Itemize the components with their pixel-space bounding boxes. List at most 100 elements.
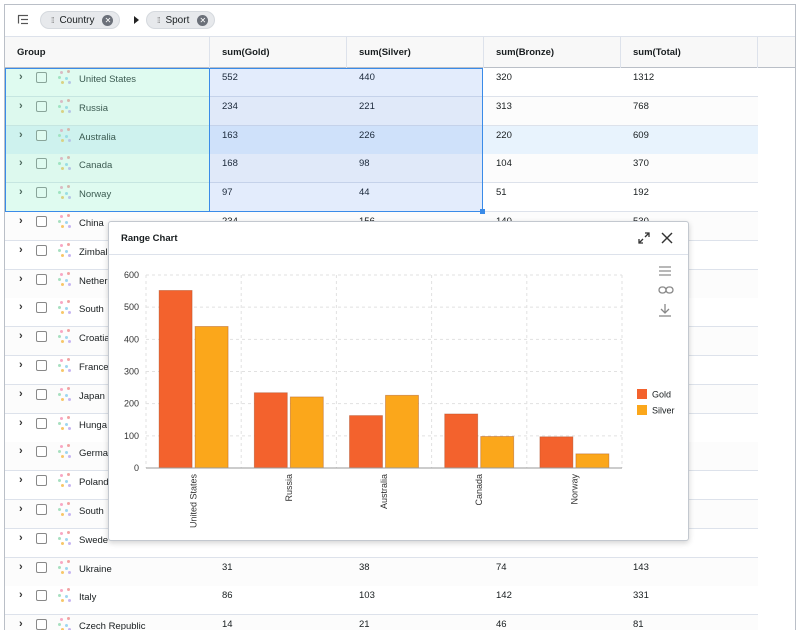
cell-bronze[interactable]: 142 [496,590,512,602]
cell-gold[interactable]: 86 [222,590,233,602]
chevron-right-icon[interactable]: › [19,560,23,573]
cell-silver[interactable]: 103 [359,590,375,602]
row-drag-icon[interactable] [58,70,72,84]
legend-swatch-silver[interactable] [637,405,647,415]
row-checkbox[interactable] [36,72,47,83]
cell-total[interactable]: 370 [633,158,649,170]
header-silver[interactable]: sum(Silver) [347,37,484,68]
chevron-right-icon[interactable]: › [19,589,23,602]
chevron-right-icon[interactable]: › [19,531,23,544]
row-drag-icon[interactable] [58,127,72,142]
cell-country[interactable]: Canada [79,160,113,172]
group-pill-sport[interactable]: ⁞⁞ Sport ✕ [146,11,216,29]
table-row[interactable]: › Australia 163 226 220 609 [5,125,758,155]
row-drag-icon[interactable] [58,530,72,545]
chevron-right-icon[interactable]: › [19,618,23,630]
row-drag-icon[interactable] [58,502,72,516]
cell-gold[interactable]: 168 [222,158,238,170]
cell-country[interactable]: China [79,218,104,229]
cell-silver[interactable]: 221 [359,100,375,112]
row-drag-icon[interactable] [58,473,72,488]
cell-bronze[interactable]: 74 [496,561,507,573]
cell-bronze[interactable]: 46 [496,619,507,630]
row-checkbox[interactable] [36,244,47,256]
row-drag-icon[interactable] [58,300,72,315]
row-checkbox[interactable] [36,475,47,487]
cell-country[interactable]: South [79,304,104,316]
row-checkbox[interactable] [36,360,47,371]
bar-gold[interactable] [444,413,479,469]
remove-group-icon[interactable]: ✕ [102,14,114,26]
header-total[interactable]: sum(Total) [621,37,758,68]
cell-gold[interactable]: 552 [222,72,238,83]
drag-handle-icon[interactable]: ⁞⁞ [157,15,161,25]
cell-silver[interactable]: 440 [359,72,375,83]
chevron-right-icon[interactable]: › [19,359,23,371]
cell-country[interactable]: United States [79,74,137,85]
cell-country[interactable]: Ukraine [79,563,112,575]
expand-icon[interactable] [637,231,651,245]
row-checkbox[interactable] [36,532,47,544]
cell-country[interactable]: Swede [79,534,109,546]
cell-gold[interactable]: 14 [222,619,233,630]
chevron-right-icon[interactable]: › [19,128,23,141]
cell-silver[interactable]: 21 [359,619,370,630]
cell-total[interactable]: 331 [633,590,649,602]
chevron-right-icon[interactable]: › [19,186,23,199]
row-checkbox[interactable] [36,446,47,458]
row-checkbox[interactable] [36,100,47,112]
legend-label-gold[interactable]: Gold [652,390,671,400]
row-drag-icon[interactable] [58,214,72,228]
cell-silver[interactable]: 226 [359,129,375,141]
cell-country[interactable]: Hunga [79,419,107,431]
bar-gold[interactable] [349,415,383,469]
chevron-right-icon[interactable]: › [19,416,23,429]
cell-country[interactable]: Norway [79,189,112,201]
chart-title-bar[interactable]: Range Chart [109,222,688,255]
header-gold[interactable]: sum(Gold) [210,37,347,68]
bar-gold[interactable] [253,392,288,469]
cell-country[interactable]: Zimbal [79,246,108,258]
bar-gold[interactable] [158,290,193,469]
cell-silver[interactable]: 98 [359,158,370,170]
bar-silver[interactable] [194,326,229,469]
cell-bronze[interactable]: 320 [496,72,512,83]
cell-total[interactable]: 81 [633,619,644,630]
cell-total[interactable]: 143 [633,561,649,573]
row-checkbox[interactable] [36,216,47,227]
row-checkbox[interactable] [36,302,47,314]
row-drag-icon[interactable] [58,617,72,630]
bar-gold[interactable] [539,436,574,469]
chevron-right-icon[interactable]: › [19,99,23,112]
chevron-right-icon[interactable]: › [19,387,23,400]
chevron-right-icon[interactable]: › [19,445,23,458]
legend-swatch-gold[interactable] [637,389,647,399]
chevron-right-icon[interactable]: › [19,503,23,515]
cell-bronze[interactable]: 104 [496,158,512,170]
cell-bronze[interactable]: 51 [496,187,507,199]
header-group[interactable]: Group [5,37,210,68]
fill-handle[interactable] [480,209,485,214]
cell-country[interactable]: Italy [79,592,97,604]
row-drag-icon[interactable] [58,242,72,257]
bar-silver[interactable] [480,436,515,469]
cell-country[interactable]: Australia [79,131,116,143]
row-drag-icon[interactable] [58,98,72,113]
table-row[interactable]: › Russia 234 221 313 768 [5,96,758,126]
chevron-right-icon[interactable]: › [19,71,23,83]
row-checkbox[interactable] [36,590,47,602]
table-row[interactable]: › Norway 97 44 51 192 [5,183,758,213]
row-drag-icon[interactable] [58,386,72,401]
chevron-right-icon[interactable]: › [19,272,23,285]
bar-silver[interactable] [385,394,419,469]
legend-label-silver[interactable]: Silver [652,406,675,416]
cell-silver[interactable]: 44 [359,187,370,199]
cell-total[interactable]: 609 [633,129,649,141]
row-drag-icon[interactable] [58,415,72,430]
link-icon[interactable] [658,284,674,298]
table-row[interactable]: › Czech Republic 14 21 46 81 [5,615,758,630]
chevron-right-icon[interactable]: › [19,157,23,170]
row-checkbox[interactable] [36,417,47,429]
cell-country[interactable]: France [79,362,109,373]
close-icon[interactable] [660,231,674,245]
